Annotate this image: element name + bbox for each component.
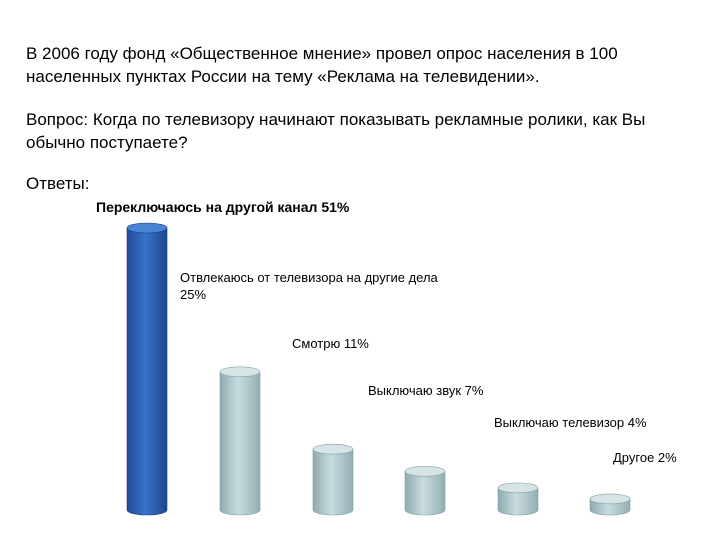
bar [589,493,631,516]
bar-data-label: Смотрю 11% [292,336,369,351]
bar-top [404,465,446,477]
bar-body [404,470,446,516]
bar-data-label: Переключаюсь на другой канал 51% [96,199,350,215]
bar [312,443,354,516]
bar-body [126,227,168,516]
bar-data-label: Отвлекаюсь от телевизора на другие дела 2… [180,270,439,302]
bar-body [312,448,354,516]
bar [219,366,261,516]
bar-top [589,493,631,505]
bar-top [219,366,261,378]
intro-paragraph: В 2006 году фонд «Общественное мнение» п… [26,44,618,86]
bar-top [126,222,168,234]
bar [404,465,446,516]
answers-label: Ответы: [26,174,90,193]
bar-data-label: Выключаю телевизор 4% [494,415,647,430]
bar [126,222,168,516]
bar-top [497,482,539,494]
bar-body [219,371,261,516]
bar [497,482,539,516]
question-paragraph: Вопрос: Когда по телевизору начинают пок… [26,110,646,152]
bar-data-label: Другое 2% [613,450,677,465]
bar-data-label: Выключаю звук 7% [368,383,484,398]
bar-top [312,443,354,455]
bar-body [497,487,539,516]
